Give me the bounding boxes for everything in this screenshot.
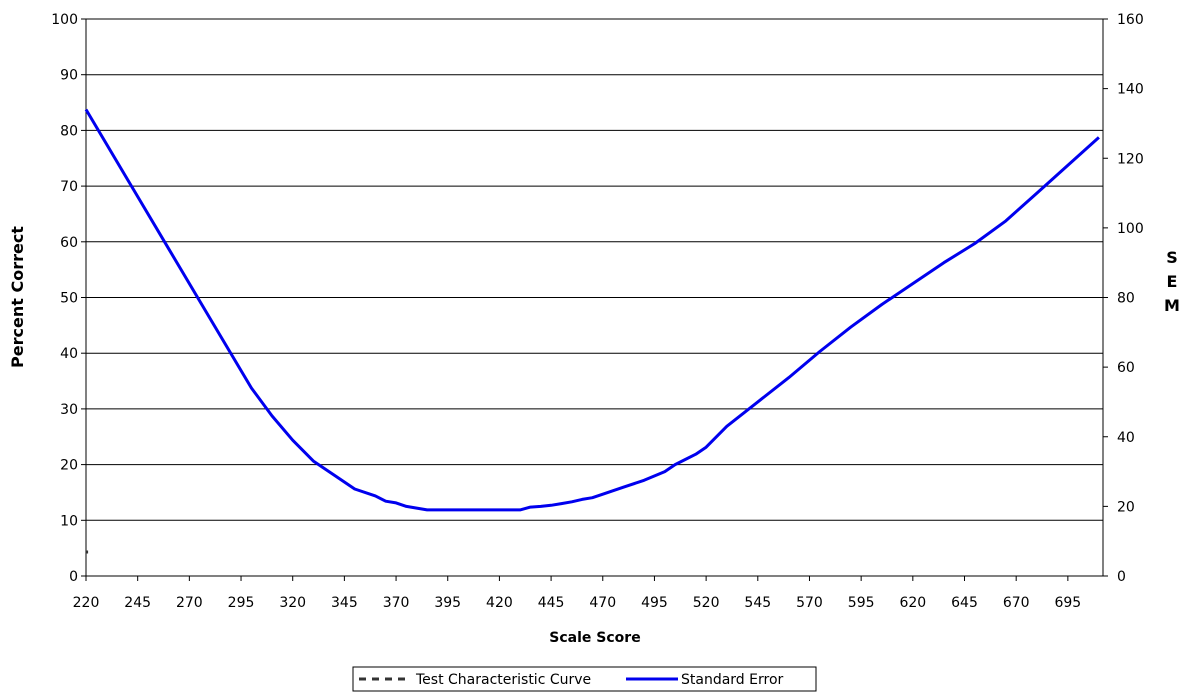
- x-tick-label: 595: [848, 595, 875, 611]
- right-tick-label: 120: [1117, 151, 1144, 167]
- x-tick-label: 645: [951, 595, 978, 611]
- left-tick-label: 40: [60, 346, 78, 362]
- right-tick-label: 40: [1117, 430, 1135, 446]
- left-tick-label: 0: [69, 569, 78, 585]
- grid-lines: [86, 18, 1103, 521]
- x-tick-label: 370: [383, 595, 410, 611]
- x-tick-label: 295: [228, 595, 255, 611]
- left-tick-label: 20: [60, 458, 78, 474]
- x-tick-label: 695: [1054, 595, 1081, 611]
- legend-box: [352, 666, 817, 692]
- x-axis-ticks: 220 245 270 295 320 345 370 395 420 445 470 495 520 5…: [73, 576, 1081, 611]
- x-tick-label: 420: [486, 595, 513, 611]
- right-tick-label: 0: [1117, 569, 1126, 585]
- legend-label-standard-error: Standard Error: [681, 672, 784, 688]
- x-tick-label: 395: [434, 595, 461, 611]
- right-tick-label: 80: [1117, 291, 1135, 307]
- left-tick-label: 10: [60, 513, 78, 529]
- right-tick-label: 100: [1117, 221, 1144, 237]
- right-tick-label: 60: [1117, 360, 1135, 376]
- x-tick-label: 570: [796, 595, 823, 611]
- left-axis-ticks: 0 10 20 30 40 50 60 70 80 90 100: [51, 12, 86, 585]
- left-tick-label: 50: [60, 291, 78, 307]
- right-axis-ticks: 0 20 40 60 80 100 120 140 160: [1103, 12, 1144, 585]
- right-tick-label: 20: [1117, 499, 1135, 515]
- left-tick-label: 80: [60, 123, 78, 139]
- right-tick-label: 140: [1117, 82, 1144, 98]
- right-tick-label: 160: [1117, 12, 1144, 28]
- legend: Test Characteristic Curve Standard Error: [352, 666, 817, 692]
- x-tick-label: 670: [1003, 595, 1030, 611]
- x-tick-label: 470: [589, 595, 616, 611]
- x-axis-title: Scale Score: [549, 630, 640, 646]
- left-tick-label: 100: [51, 12, 78, 28]
- left-tick-label: 70: [60, 179, 78, 195]
- x-tick-label: 495: [641, 595, 668, 611]
- left-tick-label: 30: [60, 402, 78, 418]
- y-axis-left-title: Percent Correct: [8, 226, 27, 368]
- x-tick-label: 220: [73, 595, 100, 611]
- x-tick-label: 345: [331, 595, 358, 611]
- series-lines: [84, 108, 1100, 554]
- legend-label-tcc: Test Characteristic Curve: [415, 672, 591, 688]
- x-tick-label: 520: [693, 595, 720, 611]
- x-tick-label: 270: [176, 595, 203, 611]
- series-standard-error: [84, 108, 1100, 512]
- x-tick-label: 445: [538, 595, 565, 611]
- x-tick-label: 320: [279, 595, 306, 611]
- left-tick-label: 90: [60, 68, 78, 84]
- x-tick-label: 245: [124, 595, 151, 611]
- left-tick-label: 60: [60, 235, 78, 251]
- x-tick-label: 545: [744, 595, 771, 611]
- x-tick-label: 620: [899, 595, 926, 611]
